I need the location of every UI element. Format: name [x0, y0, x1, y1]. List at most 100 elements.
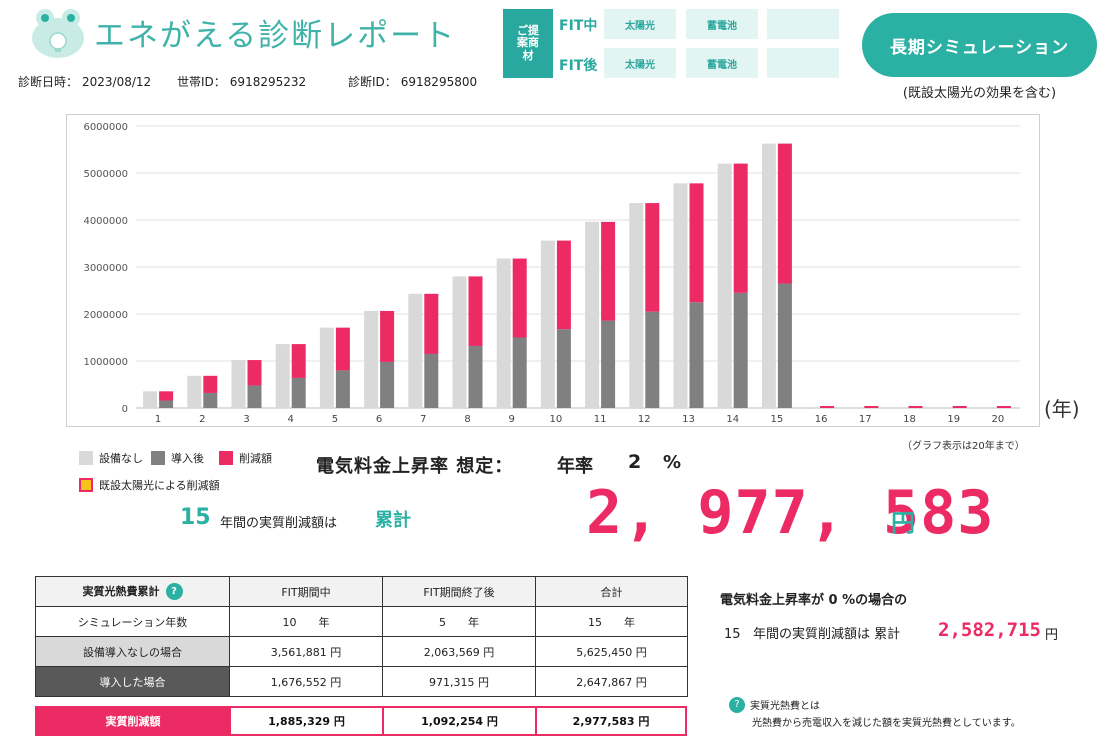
summary-cumulative-label: 累計: [375, 510, 411, 531]
bar-reduction: [512, 258, 527, 338]
diagnosis-id-value: 6918295800: [400, 75, 478, 89]
bar-without: [540, 240, 555, 408]
summary-years: 15: [180, 505, 211, 530]
row-label: 設備導入なしの場合: [35, 636, 230, 667]
net-reduction-cell: 2,977,583 円: [535, 708, 685, 734]
bar-without: [187, 375, 202, 408]
y-tick-label: 1000000: [83, 357, 128, 368]
bar-reduction: [380, 310, 395, 362]
net-reduction-cell: 1,092,254 円: [382, 708, 535, 734]
bar-with: [159, 400, 174, 408]
bar-with: [203, 392, 218, 408]
date-value: 2023/08/12: [82, 75, 152, 89]
bar-without: [319, 327, 334, 408]
bar-reduction: [247, 360, 262, 386]
fit-during-battery-chip: 蓄電池: [686, 9, 758, 39]
y-tick-label: 6000000: [83, 122, 128, 133]
bar-with: [468, 345, 483, 408]
app-title: エネがえる診断レポート: [94, 18, 457, 54]
graph-note: （グラフ表示は20年まで）: [902, 441, 1025, 452]
legend-swatch-reduction: [219, 451, 233, 465]
bar-reduction: [291, 344, 306, 378]
table-cell: 2,063,569 円: [382, 636, 536, 667]
x-tick-label: 17: [859, 414, 872, 425]
diagnosis-id-label: 診断ID：: [347, 75, 397, 89]
table-cell: 1,676,552 円: [229, 666, 383, 697]
fit-after-battery-chip: 蓄電池: [686, 48, 758, 78]
fit-after-label: FIT後: [559, 58, 598, 74]
bar-without: [585, 221, 600, 408]
table-cell: 5 年: [382, 606, 536, 637]
summary-years-text: 年間の実質削減額は: [220, 516, 338, 531]
bar-with: [291, 377, 306, 408]
bar-with: [247, 385, 262, 408]
row-label: 導入した場合: [35, 666, 230, 697]
simulation-note: (既設太陽光の効果を含む): [902, 86, 1057, 101]
x-tick-label: 15: [771, 414, 784, 425]
net-reduction-cell: 1,885,329 円: [229, 708, 382, 734]
zero-rate-label: 年間の実質削減額は 累計: [752, 627, 901, 642]
table-header-cell: 実質光熱費累計?: [35, 576, 230, 607]
long-term-simulation-button[interactable]: 長期シミュレーション: [862, 13, 1097, 77]
bar-reduction: [908, 406, 923, 408]
cost-summary-table: 実質光熱費累計? FIT期間中 FIT期間終了後 合計 シミュレーション年数 1…: [35, 576, 688, 697]
x-tick-label: 8: [464, 414, 470, 425]
y-tick-label: 3000000: [83, 263, 128, 274]
bar-with: [335, 370, 350, 408]
table-cell: 15 年: [535, 606, 688, 637]
definition-text: 光熱費から売電収入を減じた額を実質光熱費としています。: [752, 718, 1021, 729]
fit-after-solar-chip: 太陽光: [604, 48, 676, 78]
bar-reduction: [689, 183, 704, 303]
bar-reduction: [159, 391, 174, 401]
y-tick-label: 4000000: [83, 216, 128, 227]
x-tick-label: 6: [376, 414, 382, 425]
table-cell: 10 年: [229, 606, 383, 637]
bar-reduction: [733, 163, 748, 293]
help-icon[interactable]: ?: [165, 583, 183, 601]
bar-with: [380, 361, 395, 408]
bar-with: [689, 302, 704, 408]
proposal-products-label: ご提案商材: [503, 9, 553, 78]
bar-reduction: [777, 143, 792, 284]
table-header-cell: FIT期間中: [229, 576, 383, 607]
y-tick-label: 2000000: [83, 310, 128, 321]
bar-without: [761, 143, 776, 408]
x-tick-label: 11: [594, 414, 607, 425]
date-label: 診断日時：: [18, 75, 79, 89]
summary-total-amount: 2, 977, 583: [586, 478, 995, 548]
legend-swatch-existing-solar: [79, 478, 93, 492]
bar-without: [452, 276, 467, 408]
y-tick-label: 0: [122, 404, 128, 415]
table-row: 設備導入なしの場合 3,561,881 円 2,063,569 円 5,625,…: [35, 636, 688, 667]
table-cell: 2,647,867 円: [535, 666, 688, 697]
x-tick-label: 20: [992, 414, 1005, 425]
chart-frame: [66, 114, 1040, 427]
table-row: 導入した場合 1,676,552 円 971,315 円 2,647,867 円: [35, 666, 688, 697]
help-icon[interactable]: ?: [729, 697, 745, 713]
bar-reduction: [556, 240, 571, 330]
zero-rate-heading: 電気料金上昇率が 0 %の場合の: [720, 593, 908, 608]
report-meta: 診断日時： 2023/08/12 世帯ID： 6918295232 診断ID： 691…: [18, 73, 481, 90]
bar-without: [364, 310, 379, 408]
x-tick-label: 18: [903, 414, 916, 425]
bar-without: [496, 258, 511, 408]
bar-reduction: [864, 406, 879, 408]
legend-existing-solar: 既設太陽光による削減額: [79, 477, 220, 493]
net-reduction-row: 実質削減額 1,885,329 円 1,092,254 円 2,977,583 …: [35, 706, 687, 736]
legend-with: 導入後: [151, 450, 204, 466]
legend-without: 設備なし: [79, 450, 143, 466]
legend-reduction: 削減額: [219, 450, 272, 466]
legend-swatch-without: [79, 451, 93, 465]
bar-without: [275, 344, 290, 408]
summary-yen-unit: 円: [891, 509, 915, 537]
x-tick-label: 9: [509, 414, 515, 425]
frog-lightbulb-logo: [32, 9, 84, 58]
x-tick-label: 7: [420, 414, 426, 425]
net-reduction-label: 実質削減額: [37, 708, 229, 734]
fit-after-empty-chip: [767, 48, 839, 78]
rate-unit: %: [663, 452, 682, 473]
bar-reduction: [203, 375, 218, 393]
bar-without: [143, 391, 158, 408]
bar-reduction: [996, 406, 1011, 408]
x-tick-label: 14: [726, 414, 739, 425]
